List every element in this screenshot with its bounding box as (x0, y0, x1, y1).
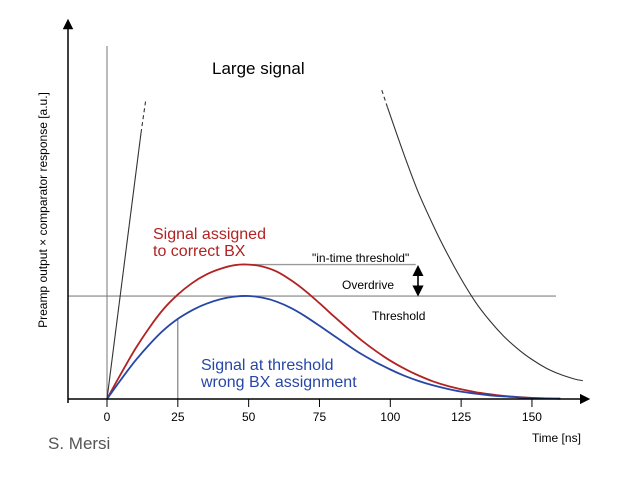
annotation-overdrive: Overdrive (342, 278, 394, 292)
annotation-wrong-bx-line2: wrong BX assignment (200, 374, 357, 391)
annotation-correct-bx-line2: to correct BX (153, 243, 246, 260)
credit-label: S. Mersi (48, 434, 110, 453)
annotation-wrong-bx-line1: Signal at threshold (201, 357, 334, 374)
annotation-threshold: Threshold (372, 309, 425, 323)
x-axis-label: Time [ns] (532, 431, 581, 445)
x-tick-label: 125 (451, 410, 471, 424)
axes (62, 18, 591, 405)
x-ticks: 0 25 50 75 100 125 150 (104, 399, 542, 424)
x-tick-label: 150 (522, 410, 542, 424)
large-signal-fall (386, 107, 584, 382)
x-tick-label: 0 (104, 410, 111, 424)
series-wrong-bx (106, 295, 561, 400)
x-tick-label: 75 (313, 410, 327, 424)
guide-lines (68, 46, 556, 399)
x-tick-label: 25 (171, 410, 185, 424)
annotation-large-signal: Large signal (212, 59, 305, 78)
annotation-correct-bx-line1: Signal assigned (153, 226, 266, 243)
annotation-in-time-threshold: "in-time threshold" (312, 251, 409, 265)
x-tick-label: 50 (242, 410, 256, 424)
y-axis-label: Preamp output × comparator response [a.u… (36, 92, 50, 328)
large-signal-fall-dashed (381, 89, 388, 108)
series-layer (106, 89, 584, 400)
x-tick-label: 100 (380, 410, 400, 424)
large-signal-rise (106, 132, 142, 400)
large-signal-rise-dashed (140, 101, 147, 134)
series-correct-bx (106, 263, 561, 400)
